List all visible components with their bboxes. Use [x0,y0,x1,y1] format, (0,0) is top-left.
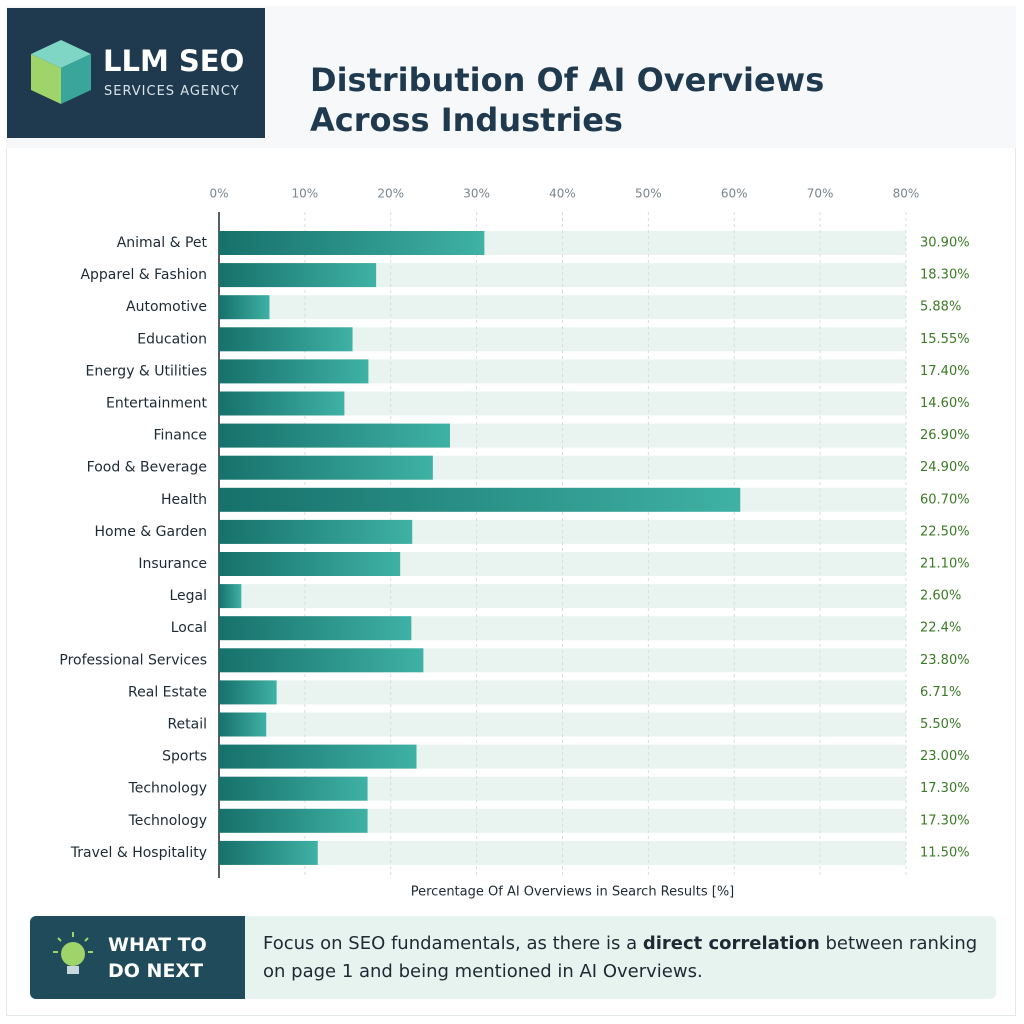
y-tick-label: Apparel & Fashion [80,267,207,283]
message-text: Focus on SEO fundamentals, as there is a [263,933,643,954]
value-label: 18.30% [920,268,970,283]
y-tick-label: Sports [162,749,207,765]
bar [219,423,451,448]
x-tick-label: 40% [549,187,576,201]
bar [219,616,412,641]
bar [219,455,433,480]
value-label: 26.90% [920,428,970,443]
logo-icon [31,40,91,104]
y-tick-label: Insurance [138,556,207,572]
bar [219,776,368,801]
y-tick-label: Retail [167,717,207,733]
value-label: 17.30% [920,781,970,796]
value-label: 14.60% [920,396,970,411]
bar [219,744,417,769]
value-label: 22.4% [920,621,961,636]
y-tick-label: Technology [128,813,207,829]
y-tick-label: Energy & Utilities [85,363,207,379]
value-label: 5.50% [920,717,961,732]
callout-badge: WHAT TO DO NEXT [30,916,245,999]
callout-message: Focus on SEO fundamentals, as there is a… [263,930,983,986]
value-label: 21.10% [920,557,970,572]
bar [219,519,413,544]
y-tick-label: Health [161,492,207,508]
value-label: 2.60% [920,589,961,604]
value-label: 15.55% [920,332,970,347]
message-emphasis: direct correlation [642,933,820,954]
x-tick-label: 20% [377,187,404,201]
bar [219,840,318,865]
value-label: 17.30% [920,813,970,828]
y-tick-label: Automotive [126,299,207,315]
bar [219,327,353,352]
callout: WHAT TO DO NEXT Focus on SEO fundamental… [30,916,996,999]
logo-subtitle: SERVICES AGENCY [104,84,240,99]
x-tick-label: 0% [209,187,228,201]
x-tick-label: 30% [463,187,490,201]
value-label: 60.70% [920,492,970,507]
logo: LLM SEO SERVICES AGENCY [7,8,265,138]
y-tick-label: Technology [128,781,207,797]
bar [219,584,242,609]
message-text: between ranking on page 1 and being ment… [263,933,978,982]
bar [219,648,424,673]
value-label: 24.90% [920,460,970,475]
bar [219,359,369,384]
value-label: 11.50% [920,845,970,860]
y-tick-label: Entertainment [106,396,208,412]
x-tick-label: 50% [635,187,662,201]
chart-title: Distribution Of AI Overviews Across Indu… [310,61,825,139]
bulb-icon [53,932,93,974]
logo-title: LLM SEO [103,44,245,78]
y-tick-label: Food & Beverage [87,460,207,476]
bar [219,552,401,576]
y-tick-label: Animal & Pet [117,235,208,251]
bar [219,808,368,833]
y-tick-label: Home & Garden [95,524,207,540]
value-label: 22.50% [920,524,970,539]
x-tick-label: 60% [721,187,748,201]
y-tick-label: Local [171,620,207,636]
value-label: 6.71% [920,685,961,700]
chart: 0% 10% 20% 30% 40% 50% 60% 70% 80% Animal & Pet 30… [59,187,970,900]
value-label: 23.00% [920,749,970,764]
y-tick-label: Professional Services [59,652,207,668]
bar [219,263,377,288]
x-axis-label: Percentage Of AI Overviews in Search Res… [411,885,735,900]
value-label: 17.40% [920,364,970,379]
x-tick-label: 10% [292,187,319,201]
value-label: 23.80% [920,653,970,668]
bar [219,295,270,320]
y-tick-label: Finance [153,428,207,444]
y-tick-label: Real Estate [128,684,207,700]
x-tick-label: 70% [807,187,834,201]
bar [219,487,741,512]
y-tick-label: Education [137,331,207,347]
x-tick-label: 80% [893,187,920,201]
callout-heading: WHAT TO DO NEXT [108,934,207,982]
bar [219,712,267,737]
bar [219,680,277,705]
value-label: 30.90% [920,236,970,251]
y-tick-label: Legal [169,588,207,604]
y-tick-label: Travel & Hospitality [70,845,207,861]
bar [219,231,485,255]
value-label: 5.88% [920,300,961,315]
bar [219,391,345,416]
